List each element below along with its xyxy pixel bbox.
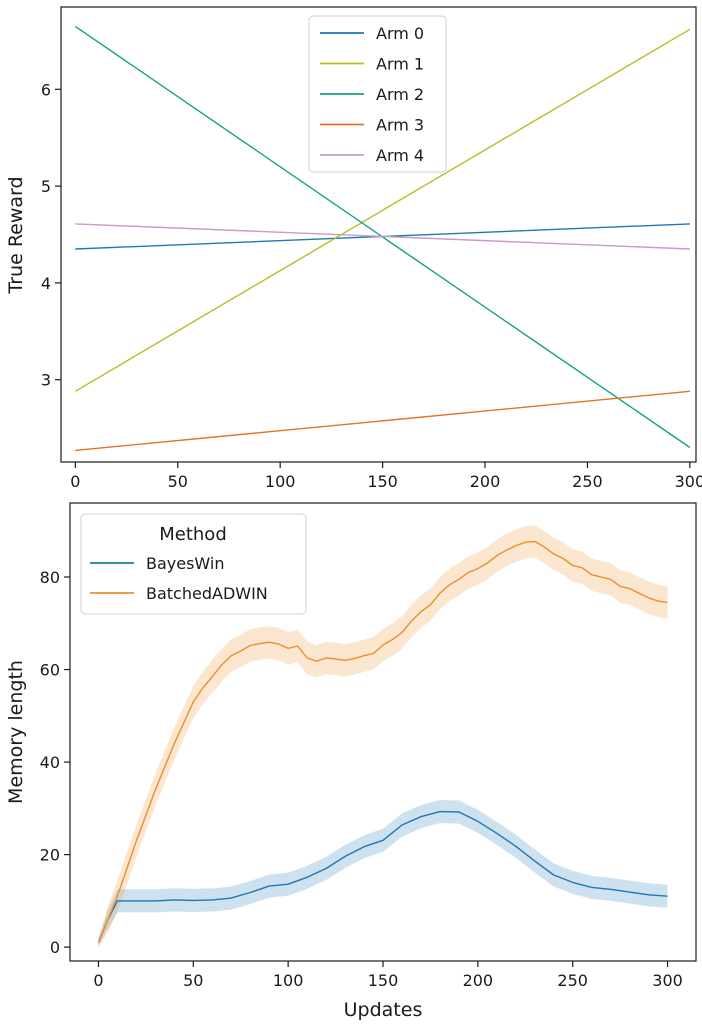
x-tick-label: 100 [273, 971, 304, 990]
top-chart-legend-box [308, 15, 447, 173]
y-tick-label: 5 [41, 177, 51, 196]
bottom-chart-legend-title: Method [159, 524, 227, 545]
x-tick-label: 300 [652, 971, 683, 990]
top-chart-frame [60, 6, 697, 463]
x-tick-label: 100 [265, 472, 296, 491]
y-tick-label: 6 [41, 80, 51, 99]
bottom-chart: 0 50 100 150 200 250 300 0 20 40 60 80 Memory leng… [5, 502, 697, 1021]
y-tick-label: 80 [40, 568, 60, 587]
y-tick-label: 20 [40, 846, 60, 865]
bottom-chart-legend-box [80, 513, 307, 615]
y-tick-label: 3 [41, 371, 51, 390]
x-tick-label: 0 [93, 971, 103, 990]
top-chart-lines [74, 25, 691, 452]
series-band-bayeswin [98, 800, 668, 946]
legend-label-arm-1: Arm 1 [376, 55, 424, 74]
bottom-chart-legend-items: BayesWin BatchedADWIN [90, 554, 268, 603]
x-tick-label: 150 [367, 472, 398, 491]
series-line-arm-1 [74, 28, 691, 392]
top-chart-y-axis-label: True Reward [5, 176, 27, 294]
y-tick-label: 4 [41, 274, 51, 293]
x-tick-label: 150 [368, 971, 399, 990]
series-line-bayeswin [97, 810, 668, 943]
y-tick-label: 0 [50, 938, 60, 957]
legend-label-batchedadwin: BatchedADWIN [146, 584, 268, 603]
legend-label-arm-3: Arm 3 [376, 116, 424, 135]
x-tick-label: 200 [470, 472, 501, 491]
x-tick-label: 50 [168, 472, 188, 491]
series-line-arm-3 [75, 390, 690, 452]
x-tick-label: 300 [675, 472, 702, 491]
x-tick-label: 0 [70, 472, 80, 491]
legend-label-arm-0: Arm 0 [376, 24, 424, 43]
series-line-batchedadwin [97, 540, 668, 943]
legend-label-bayeswin: BayesWin [146, 554, 224, 573]
bottom-chart-lines [97, 540, 668, 943]
bottom-chart-x-axis: 0 50 100 150 200 250 300 [93, 961, 683, 990]
top-chart-x-axis: 0 50 100 150 200 250 300 [70, 462, 702, 491]
x-tick-label: 250 [572, 472, 603, 491]
legend-label-arm-2: Arm 2 [376, 85, 424, 104]
top-chart-y-axis: 3 4 5 6 [41, 80, 61, 390]
bottom-chart-y-axis-label: Memory length [5, 660, 27, 804]
y-tick-label: 40 [40, 753, 60, 772]
series-band-batchedadwin [98, 525, 668, 948]
top-chart-legend-items: Arm 0 Arm 1 Arm 2 Arm 3 Arm 4 [320, 24, 424, 165]
bottom-chart-legend: Method BayesWin BatchedADWIN [80, 513, 307, 615]
legend-label-arm-4: Arm 4 [376, 146, 424, 165]
top-chart: 0 50 100 150 200 250 300 3 4 5 6 True Reward Arm … [5, 6, 702, 491]
bottom-chart-bands [98, 525, 668, 948]
series-line-arm-4 [75, 223, 690, 250]
bottom-chart-x-axis-label: Updates [344, 999, 423, 1021]
top-chart-legend: Arm 0 Arm 1 Arm 2 Arm 3 Arm 4 [308, 15, 447, 173]
x-tick-label: 200 [463, 971, 494, 990]
x-tick-label: 250 [557, 971, 588, 990]
bottom-chart-y-axis: 0 20 40 60 80 [40, 568, 70, 957]
x-tick-label: 50 [183, 971, 203, 990]
y-tick-label: 60 [40, 661, 60, 680]
